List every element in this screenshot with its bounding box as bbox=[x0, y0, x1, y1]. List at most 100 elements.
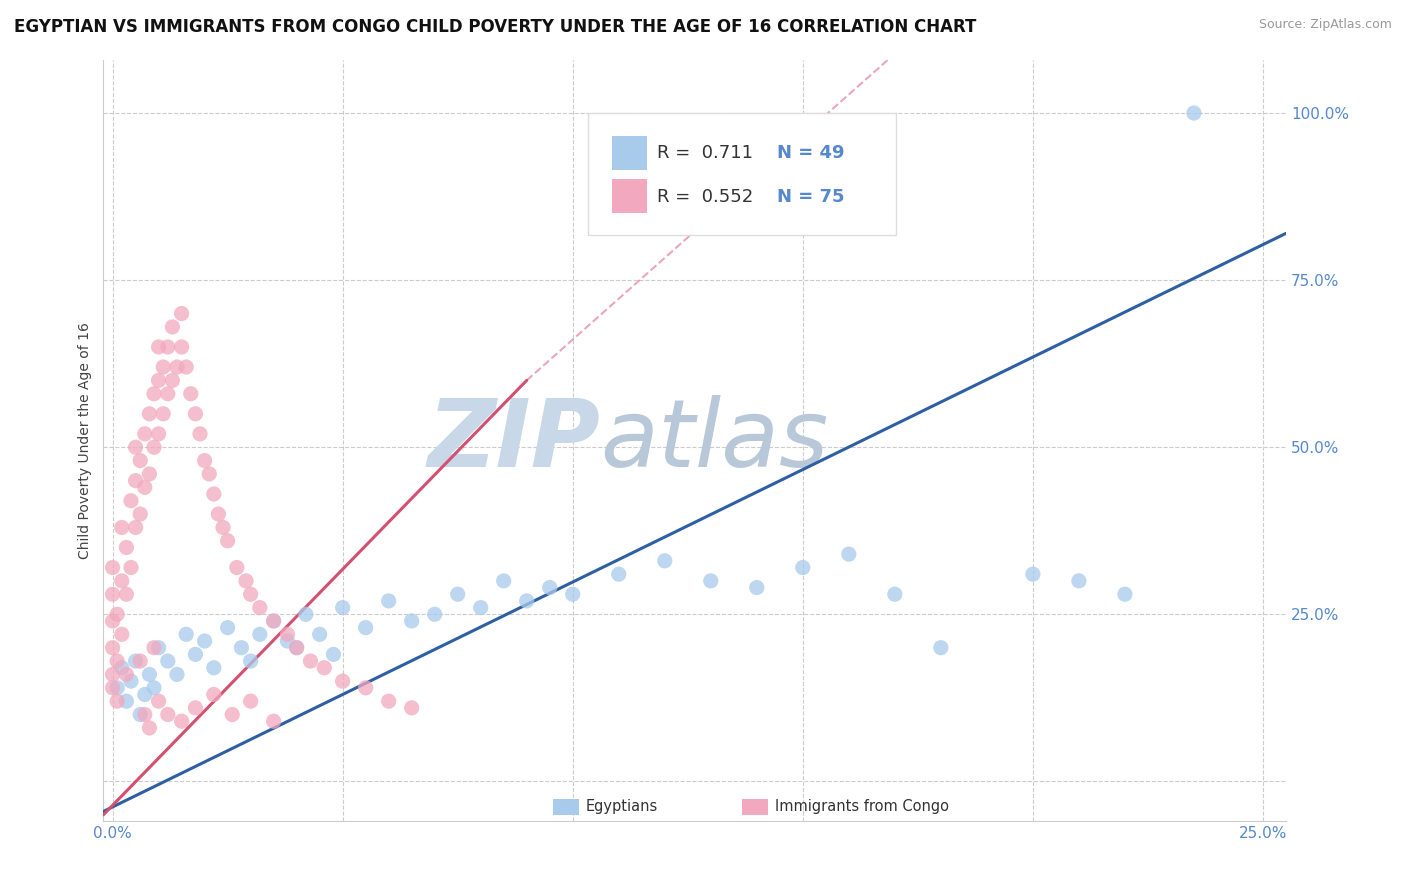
Point bbox=[217, 533, 239, 548]
Point bbox=[129, 707, 152, 722]
Point bbox=[143, 681, 166, 695]
Point bbox=[883, 587, 905, 601]
Point bbox=[115, 667, 138, 681]
FancyBboxPatch shape bbox=[553, 798, 579, 815]
Point bbox=[174, 359, 197, 374]
Point bbox=[332, 600, 354, 615]
Point bbox=[170, 340, 193, 354]
Point bbox=[152, 407, 174, 421]
Point bbox=[249, 600, 271, 615]
Point bbox=[105, 607, 128, 622]
Point bbox=[148, 340, 170, 354]
Point bbox=[115, 587, 138, 601]
Point bbox=[212, 520, 235, 534]
FancyBboxPatch shape bbox=[612, 179, 647, 213]
Point bbox=[1067, 574, 1090, 588]
Point bbox=[156, 386, 179, 401]
Point bbox=[188, 426, 211, 441]
Point bbox=[120, 560, 142, 574]
Point bbox=[162, 320, 184, 334]
Point bbox=[162, 373, 184, 387]
Text: EGYPTIAN VS IMMIGRANTS FROM CONGO CHILD POVERTY UNDER THE AGE OF 16 CORRELATION : EGYPTIAN VS IMMIGRANTS FROM CONGO CHILD … bbox=[14, 18, 976, 36]
Point bbox=[202, 688, 225, 702]
Point bbox=[156, 340, 179, 354]
Point bbox=[138, 407, 160, 421]
Point bbox=[184, 648, 207, 662]
Point bbox=[194, 634, 217, 648]
Point bbox=[101, 640, 124, 655]
Point bbox=[700, 574, 723, 588]
Point bbox=[134, 480, 156, 494]
Text: Egyptians: Egyptians bbox=[586, 799, 658, 814]
Point bbox=[170, 307, 193, 321]
Point bbox=[217, 621, 239, 635]
Point bbox=[299, 654, 322, 668]
Point bbox=[101, 667, 124, 681]
Point bbox=[143, 386, 166, 401]
Point bbox=[115, 541, 138, 555]
Text: R =  0.552: R = 0.552 bbox=[657, 187, 754, 206]
Point bbox=[156, 707, 179, 722]
Point bbox=[134, 688, 156, 702]
Point bbox=[239, 587, 262, 601]
Point bbox=[929, 640, 952, 655]
Point bbox=[202, 487, 225, 501]
Point bbox=[654, 554, 676, 568]
Point bbox=[148, 426, 170, 441]
Point bbox=[470, 600, 492, 615]
Point bbox=[101, 614, 124, 628]
Point bbox=[332, 674, 354, 689]
Point bbox=[134, 426, 156, 441]
Point bbox=[447, 587, 470, 601]
Point bbox=[124, 440, 146, 454]
Point bbox=[1022, 567, 1045, 582]
Point bbox=[239, 694, 262, 708]
Point bbox=[152, 359, 174, 374]
Point bbox=[174, 627, 197, 641]
Point bbox=[792, 560, 814, 574]
Point bbox=[129, 507, 152, 521]
Point bbox=[148, 373, 170, 387]
Point bbox=[295, 607, 318, 622]
Point bbox=[308, 627, 330, 641]
Point bbox=[207, 507, 229, 521]
Point bbox=[101, 587, 124, 601]
Point bbox=[401, 614, 423, 628]
Point bbox=[285, 640, 308, 655]
Point bbox=[124, 520, 146, 534]
Y-axis label: Child Poverty Under the Age of 16: Child Poverty Under the Age of 16 bbox=[79, 322, 93, 559]
Point bbox=[101, 681, 124, 695]
Point bbox=[143, 440, 166, 454]
Point bbox=[101, 560, 124, 574]
Point bbox=[1114, 587, 1136, 601]
Point bbox=[221, 707, 243, 722]
Point bbox=[516, 594, 538, 608]
Point bbox=[231, 640, 253, 655]
Text: R =  0.711: R = 0.711 bbox=[657, 144, 752, 161]
Point bbox=[129, 453, 152, 467]
Point bbox=[170, 714, 193, 729]
Point bbox=[166, 359, 188, 374]
Point bbox=[239, 654, 262, 668]
Point bbox=[1182, 106, 1205, 120]
Point bbox=[198, 467, 221, 481]
Point bbox=[492, 574, 515, 588]
Point bbox=[745, 581, 768, 595]
Point bbox=[276, 634, 298, 648]
Point bbox=[235, 574, 257, 588]
Point bbox=[138, 667, 160, 681]
Point bbox=[124, 474, 146, 488]
FancyBboxPatch shape bbox=[612, 136, 647, 170]
Point bbox=[354, 621, 377, 635]
Point bbox=[249, 627, 271, 641]
Point bbox=[607, 567, 630, 582]
Point bbox=[180, 386, 202, 401]
Point bbox=[401, 701, 423, 715]
Point bbox=[111, 574, 134, 588]
Point bbox=[263, 614, 285, 628]
Point bbox=[202, 661, 225, 675]
Point bbox=[354, 681, 377, 695]
Point bbox=[561, 587, 583, 601]
Point bbox=[105, 681, 128, 695]
Point bbox=[115, 694, 138, 708]
